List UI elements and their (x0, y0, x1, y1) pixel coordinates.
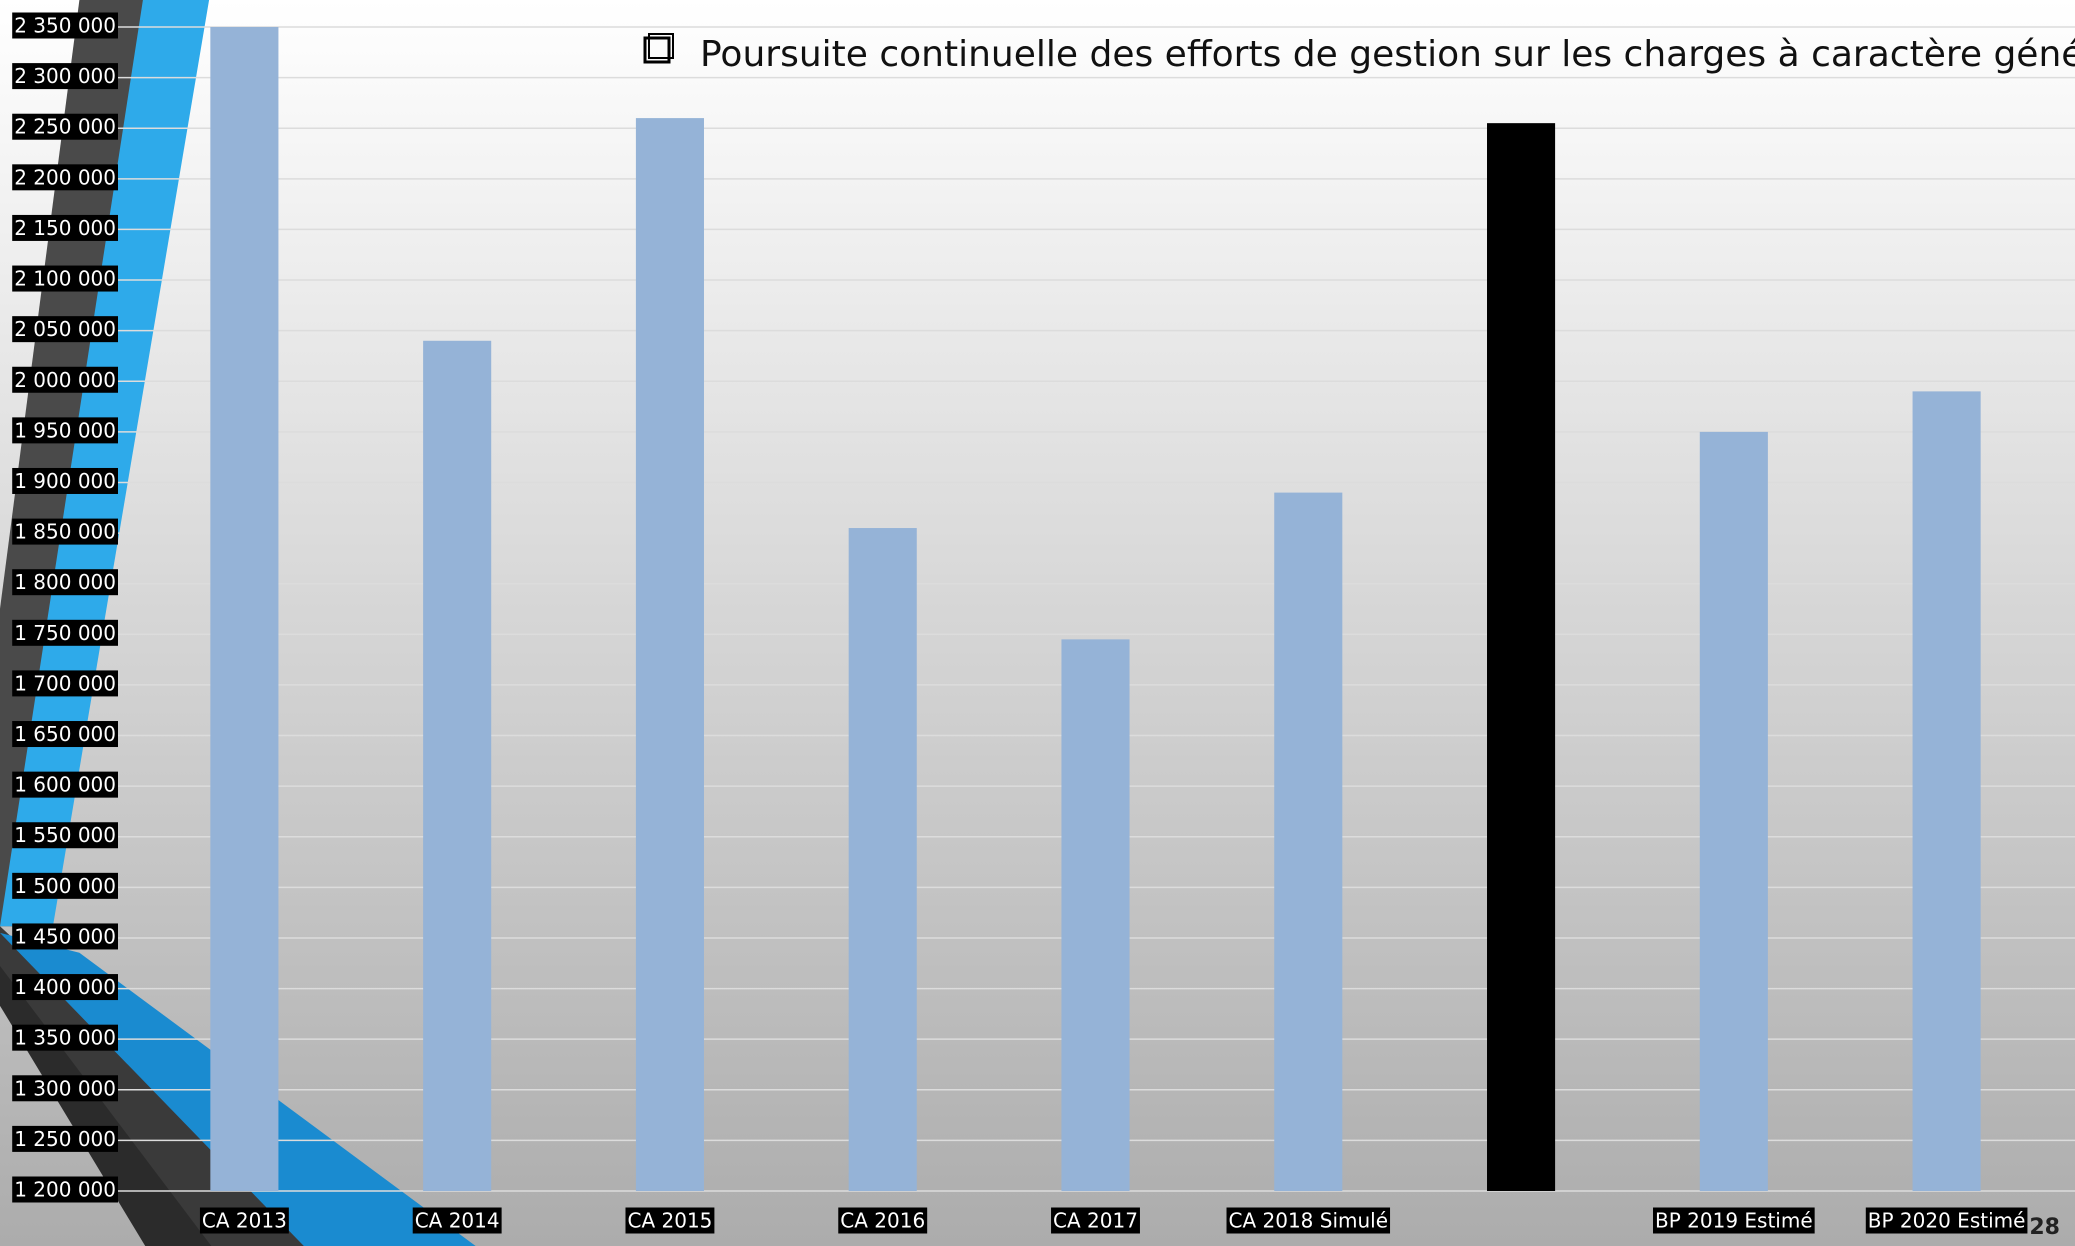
y-tick-label: 1 700 000 (14, 671, 116, 695)
label-box (12, 1075, 118, 1102)
label-box (199, 1207, 289, 1234)
bar (423, 340, 492, 1191)
bar (1274, 492, 1343, 1192)
y-tick-label: 1 250 000 (14, 1127, 116, 1151)
y-tick-label: 1 400 000 (14, 975, 116, 999)
label-box (1865, 1207, 2028, 1234)
bullet-text: Poursuite continuelle des efforts de ges… (700, 34, 2075, 75)
y-tick-label: 1 550 000 (14, 823, 116, 847)
label-box (12, 670, 118, 697)
label-box (12, 467, 118, 494)
x-tick-label: BP 2020 Estimé (1868, 1209, 2026, 1233)
label-box (12, 923, 118, 950)
y-tick-label: 1 650 000 (14, 722, 116, 746)
y-tick-label: 1 750 000 (14, 621, 116, 645)
label-box (412, 1207, 502, 1234)
bar (1912, 391, 1981, 1192)
label-box (12, 214, 118, 241)
y-tick-label: 1 200 000 (14, 1178, 116, 1202)
bar (1061, 639, 1130, 1191)
y-tick-label: 1 450 000 (14, 924, 116, 948)
page-number: 28 (2029, 1215, 2060, 1240)
label-box (12, 113, 118, 140)
y-tick-label: 2 200 000 (14, 165, 116, 189)
y-tick-label: 2 150 000 (14, 216, 116, 240)
x-tick-label: CA 2015 (627, 1209, 712, 1233)
y-tick-label: 2 300 000 (14, 64, 116, 88)
bar (1487, 123, 1556, 1192)
y-tick-label: 2 250 000 (14, 115, 116, 139)
bullet-box (643, 36, 671, 64)
y-tick-label: 1 600 000 (14, 773, 116, 797)
bullet-box-shadow (648, 33, 674, 59)
bar (210, 27, 279, 1191)
label-box (1653, 1207, 1815, 1234)
label-box (12, 417, 118, 444)
x-tick-label: CA 2016 (840, 1209, 925, 1233)
label-box (12, 1125, 118, 1152)
label-box (12, 619, 118, 646)
label-box (12, 366, 118, 393)
y-tick-label: 1 500 000 (14, 874, 116, 898)
y-tick-label: 1 950 000 (14, 418, 116, 442)
label-box (12, 316, 118, 343)
label-box (12, 265, 118, 292)
y-tick-label: 2 350 000 (14, 14, 116, 38)
label-box (12, 1176, 118, 1203)
plot-area: 1 200 000 1 250 000 1 300 000 1 350 000 1 40… (12, 12, 2075, 1234)
y-tick-label: 1 800 000 (14, 570, 116, 594)
label-box (12, 569, 118, 596)
y-tick-label: 1 850 000 (14, 520, 116, 544)
label-box (838, 1207, 928, 1234)
x-tick-label: CA 2018 Simulé (1229, 1209, 1389, 1233)
y-tick-label: 1 300 000 (14, 1076, 116, 1100)
label-box (12, 771, 118, 798)
y-tick-label: 1 350 000 (14, 1026, 116, 1050)
x-tick-label: CA 2017 (1053, 1209, 1138, 1233)
label-box (12, 12, 118, 39)
label-box (1051, 1207, 1140, 1234)
y-tick-label: 2 100 000 (14, 267, 116, 291)
label-box (12, 1024, 118, 1051)
label-box (12, 518, 118, 545)
bar (848, 528, 917, 1191)
y-tick-label: 1 900 000 (14, 469, 116, 493)
x-tick-label: CA 2013 (202, 1209, 287, 1233)
y-tick-label: 2 050 000 (14, 317, 116, 341)
x-tick-label: BP 2019 Estimé (1655, 1209, 1813, 1233)
bar (1699, 431, 1768, 1191)
label-box (12, 63, 118, 90)
y-tick-label: 2 000 000 (14, 368, 116, 392)
label-box (12, 164, 118, 191)
label-box (12, 822, 118, 849)
bar (635, 118, 704, 1191)
label-box (12, 721, 118, 748)
x-tick-label: CA 2014 (415, 1209, 500, 1233)
label-box (1226, 1207, 1391, 1234)
label-box (12, 872, 118, 899)
label-box (625, 1207, 715, 1234)
label-box (12, 974, 118, 1001)
